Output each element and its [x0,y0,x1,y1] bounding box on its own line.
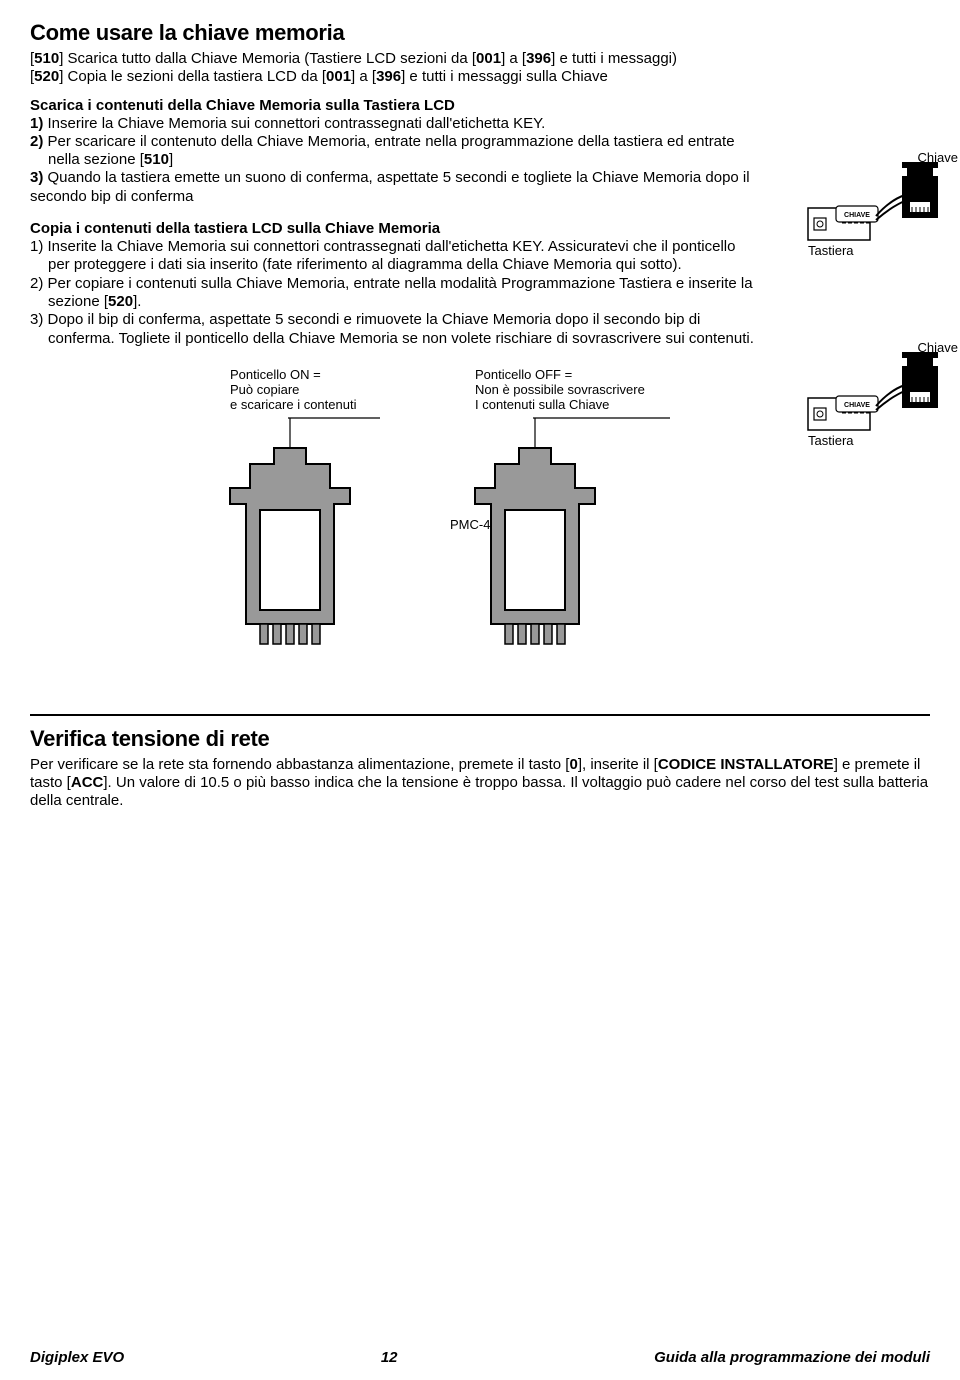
footer-right: Guida alla programmazione dei moduli [654,1349,930,1366]
footer-center: 12 [381,1349,398,1366]
txt: Per verificare se la rete sta fornendo a… [30,756,569,773]
section1-sub2-body: 1) Inserite la Chiave Memoria sui connet… [30,238,760,348]
txt: ] a [ [351,68,376,85]
code: 510 [144,151,169,168]
section2-body: Per verificare se la rete sta fornendo a… [30,756,930,811]
chiave-label: Chiave [918,150,958,165]
tastiera-label: Tastiera [808,243,854,258]
key: ACC [71,774,104,791]
txt: ] Scarica tutto dalla Chiave Memoria (Ta… [59,50,476,67]
code: 520 [34,68,59,85]
section1-sub1: Scarica i contenuti della Chiave Memoria… [30,97,930,114]
txt: ] Copia le sezioni della tastiera LCD da… [59,68,326,85]
num: 3) [30,169,43,186]
txt: 1) Inserite la Chiave Memoria sui connet… [30,238,735,273]
section1-sub2: Copia i contenuti della tastiera LCD sul… [30,220,930,237]
section2-title: Verifica tensione di rete [30,726,930,752]
footer-left: Digiplex EVO [30,1349,124,1366]
jumper-diagram: Ponticello ON = Può copiare e scaricare … [30,368,930,678]
txt: Quando la tastiera emette un suono di co… [30,169,750,204]
section1-title: Come usare la chiave memoria [30,20,930,46]
key: CODICE INSTALLATORE [658,756,834,773]
key: 0 [569,756,577,773]
svg-text:CHIAVE: CHIAVE [844,212,870,219]
key-diagram-1: CHIAVE Chiave Tastiera [800,150,950,260]
code: 510 [34,50,59,67]
txt: ], inserite il [ [578,756,658,773]
txt: ]. Un valore di 10.5 o più basso indica … [30,774,928,809]
num: 2) [30,133,43,150]
code: 001 [326,68,351,85]
num: 1) [30,115,43,132]
chiave-label: Chiave [918,340,958,355]
txt: ] a [ [501,50,526,67]
page-footer: Digiplex EVO 12 Guida alla programmazion… [30,1349,930,1366]
txt: 3) Dopo il bip di conferma, aspettate 5 … [30,311,754,346]
txt: Inserire la Chiave Memoria sui connettor… [43,115,545,132]
section1-sub1-body: 1) Inserire la Chiave Memoria sui connet… [30,115,760,206]
code: 520 [108,293,133,310]
txt: ] e tutti i messaggi) [551,50,677,67]
txt: ] [169,151,173,168]
section1-codes: [510] Scarica tutto dalla Chiave Memoria… [30,50,760,87]
code: 396 [526,50,551,67]
page-content: Come usare la chiave memoria [510] Scari… [30,20,930,811]
txt: ] e tutti i messaggi sulla Chiave [401,68,608,85]
txt: ]. [133,293,141,310]
code: 001 [476,50,501,67]
divider [30,714,930,716]
code: 396 [376,68,401,85]
